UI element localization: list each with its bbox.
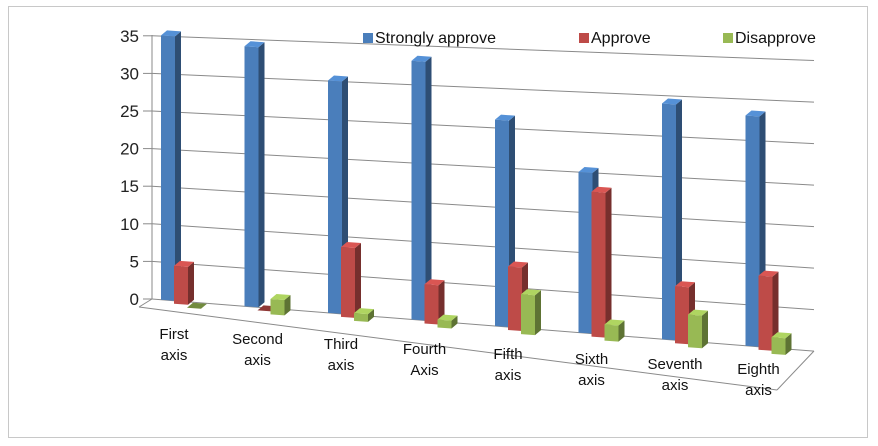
x-tick-label: Third axis <box>324 336 358 374</box>
y-tick-label: 20 <box>120 140 139 159</box>
bar-strongly-approve <box>411 55 432 321</box>
legend-label: Disapprove <box>735 30 816 47</box>
bar-strongly-approve <box>244 41 265 308</box>
floor-edge <box>138 306 778 391</box>
x-tick-label: Fifth axis <box>493 346 522 384</box>
y-tick-label: 5 <box>130 252 139 271</box>
legend-item: Strongly approve <box>363 30 496 47</box>
x-tick-label: Sixth axis <box>575 351 608 389</box>
bar-chart: 0 5 10 15 20 25 30 35 First axis Second axis Third a… <box>120 27 816 399</box>
legend-label: Strongly approve <box>375 30 496 47</box>
legend: Strongly approve Approve Disapprove <box>363 30 816 47</box>
y-tick-label: 15 <box>120 177 139 196</box>
y-tick-label: 10 <box>120 215 139 234</box>
legend-swatch <box>363 33 373 43</box>
x-tick-label: Eighth axis <box>737 361 780 399</box>
y-tick-label: 25 <box>120 102 139 121</box>
bar-approve <box>341 242 361 318</box>
chart-frame: 0 5 10 15 20 25 30 35 First axis Second axis Third a… <box>8 6 868 438</box>
bars <box>161 30 792 355</box>
bar-disapprove <box>604 319 625 342</box>
x-tick-label: Seventh axis <box>647 356 702 394</box>
bar-disapprove <box>521 289 541 336</box>
legend-label: Approve <box>591 30 651 47</box>
floor-edge <box>776 350 815 391</box>
bar-disapprove <box>187 302 207 309</box>
legend-item: Disapprove <box>723 30 816 47</box>
legend-item: Approve <box>579 30 651 47</box>
x-axis-labels: First axis Second axis Third axis Fourth Axis Fi… <box>159 326 779 399</box>
bar-approve <box>591 186 612 338</box>
bar-approve <box>174 260 194 305</box>
bar-disapprove <box>688 309 708 349</box>
y-tick-label: 35 <box>120 27 139 46</box>
bar-disapprove <box>771 332 792 355</box>
bar-approve <box>424 279 445 325</box>
bar-disapprove <box>437 314 458 329</box>
x-tick-label: First axis <box>159 326 189 364</box>
bar-disapprove <box>354 308 374 322</box>
y-tick-label: 0 <box>130 290 139 309</box>
y-axis-ticks: 0 5 10 15 20 25 30 35 <box>120 27 152 309</box>
x-tick-label: Fourth Axis <box>403 341 446 379</box>
legend-swatch <box>579 33 589 43</box>
bar-strongly-approve <box>161 30 181 301</box>
bar-disapprove <box>270 293 291 316</box>
floor-edge <box>138 298 153 308</box>
legend-swatch <box>723 33 733 43</box>
x-tick-label: Second axis <box>232 331 283 369</box>
gridline <box>151 35 815 62</box>
bar-approve <box>758 270 779 351</box>
y-tick-label: 30 <box>120 64 139 83</box>
bar-strongly-approve <box>662 98 682 341</box>
